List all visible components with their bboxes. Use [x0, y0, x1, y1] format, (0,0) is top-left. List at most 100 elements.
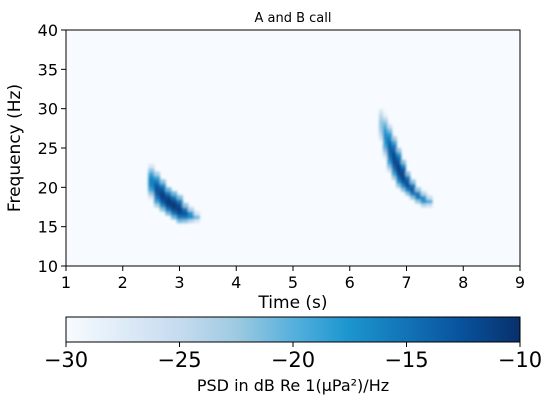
spectrogram-cell-call-A — [159, 183, 166, 188]
spectrogram-cell-call-B — [378, 120, 384, 125]
spectrogram-cell-call-A — [148, 171, 155, 177]
spectrogram-cell-call-A — [153, 171, 161, 177]
spectrogram-cell-call-A — [182, 203, 189, 208]
spectrogram-cell-call-B — [396, 167, 402, 173]
spectrogram-cell-call-A — [176, 207, 183, 212]
spectrogram-cell-call-B — [391, 163, 397, 169]
x-tick-label: 6 — [345, 273, 355, 292]
spectrogram-cell-call-B — [391, 171, 397, 177]
spectrogram-cell-call-A — [170, 191, 178, 196]
y-tick-label: 30 — [38, 100, 58, 119]
spectrogram-cell-call-B — [409, 191, 416, 196]
spectrogram-cell-call-A — [159, 199, 166, 204]
spectrogram-cell-call-B — [409, 195, 416, 200]
spectrogram-cell-call-A — [176, 218, 183, 224]
spectrogram-cells — [148, 104, 433, 224]
spectrogram-cell-call-B — [378, 132, 384, 137]
spectrogram-cell-call-A — [176, 195, 183, 200]
spectrogram-cell-call-A — [176, 199, 183, 204]
spectrogram-cell-call-A — [170, 207, 178, 212]
spectrogram-cell-call-B — [409, 183, 416, 188]
spectrogram-cell-call-A — [165, 195, 172, 200]
spectrogram-cell-call-A — [170, 210, 178, 216]
spectrogram-cell-call-B — [405, 183, 411, 188]
plot-background — [66, 30, 520, 266]
spectrogram-cell-call-B — [396, 151, 402, 157]
spectrogram-cell-call-B — [387, 124, 393, 129]
spectrogram-cell-call-B — [382, 136, 388, 141]
spectrogram-cell-call-A — [153, 179, 161, 184]
y-axis-label: Frequency (Hz) — [5, 84, 25, 212]
spectrogram-cell-call-A — [170, 199, 178, 204]
spectrogram-cell-call-B — [387, 155, 393, 161]
chart-title: A and B call — [254, 11, 331, 26]
spectrogram-cell-call-B — [378, 112, 384, 118]
colorbar-tick-label: −15 — [384, 348, 428, 372]
x-tick-label: 5 — [288, 273, 298, 292]
spectrogram-cell-call-A — [176, 203, 183, 208]
spectrogram-cell-call-B — [382, 124, 388, 129]
spectrogram-cell-call-B — [396, 155, 402, 161]
spectrogram-cell-call-A — [193, 210, 200, 216]
spectrogram-cell-call-A — [176, 214, 183, 220]
spectrogram-cell-call-B — [382, 120, 388, 125]
colorbar: −30 −25 −20 −15 −10 PSD in dB Re 1(µPa²)/Hz — [44, 316, 542, 395]
colorbar-tick-label: −30 — [44, 348, 88, 372]
spectrogram-cell-call-B — [400, 159, 406, 165]
spectrogram-cell-call-B — [382, 140, 388, 145]
spectrogram-cell-call-B — [387, 140, 393, 145]
spectrogram-cell-call-A — [153, 203, 161, 208]
y-tick-label: 40 — [38, 21, 58, 40]
spectrogram-cell-call-A — [188, 214, 195, 220]
spectrogram-cell-call-A — [153, 187, 161, 192]
spectrogram-cell-call-A — [165, 187, 172, 192]
spectrogram-cell-call-B — [400, 167, 406, 173]
x-axis-ticks: 1 2 3 4 5 6 7 8 9 — [61, 266, 525, 292]
spectrogram-cell-call-B — [378, 104, 384, 110]
spectrogram-cell-call-A — [159, 179, 166, 184]
spectrogram-cell-call-B — [420, 199, 427, 204]
spectrogram-cell-call-B — [387, 159, 393, 165]
spectrogram-cell-call-B — [382, 155, 388, 161]
spectrogram-cell-call-B — [400, 183, 406, 188]
y-axis-ticks: 10 15 20 25 30 35 40 — [38, 21, 66, 276]
colorbar-label: PSD in dB Re 1(µPa²)/Hz — [197, 376, 389, 395]
colorbar-tick-label: −10 — [498, 348, 542, 372]
spectrogram-cell-call-B — [415, 187, 422, 192]
spectrogram-cell-call-B — [387, 136, 393, 141]
spectrogram-cell-call-B — [378, 124, 384, 129]
spectrogram-cell-call-B — [378, 140, 384, 145]
spectrogram-cell-call-B — [382, 144, 388, 149]
spectrogram-cell-call-B — [405, 191, 411, 196]
spectrogram-cell-call-B — [415, 191, 422, 196]
spectrogram-cell-call-B — [400, 187, 406, 192]
spectrogram-cell-call-A — [159, 207, 166, 212]
spectrogram-cell-call-A — [153, 191, 161, 196]
spectrogram-cell-call-B — [400, 179, 406, 184]
x-tick-label: 8 — [458, 273, 468, 292]
spectrogram-cell-call-B — [382, 128, 388, 133]
spectrogram-cell-call-B — [415, 195, 422, 200]
spectrogram-cell-call-B — [426, 195, 433, 200]
spectrogram-cell-call-A — [170, 214, 178, 220]
x-tick-label: 2 — [118, 273, 128, 292]
x-axis-label: Time (s) — [257, 293, 327, 313]
spectrogram-cell-call-B — [387, 167, 393, 173]
x-tick-label: 3 — [174, 273, 184, 292]
spectrogram-cell-call-B — [382, 116, 388, 121]
spectrogram-cell-call-B — [409, 187, 416, 192]
spectrogram-cell-call-A — [165, 199, 172, 204]
spectrogram-cell-call-B — [396, 179, 402, 184]
spectrogram-cell-call-A — [159, 203, 166, 208]
spectrogram-cell-call-B — [420, 195, 427, 200]
x-tick-label: 4 — [231, 273, 241, 292]
spectrogram-cell-call-A — [188, 207, 195, 212]
spectrogram-cell-call-A — [193, 218, 200, 224]
spectrogram-cell-call-B — [409, 179, 416, 184]
spectrogram-cell-call-A — [165, 207, 172, 212]
spectrogram-cell-call-B — [405, 175, 411, 180]
spectrogram-cell-call-B — [396, 175, 402, 180]
spectrogram-cell-call-A — [159, 195, 166, 200]
spectrogram-cell-call-B — [387, 128, 393, 133]
